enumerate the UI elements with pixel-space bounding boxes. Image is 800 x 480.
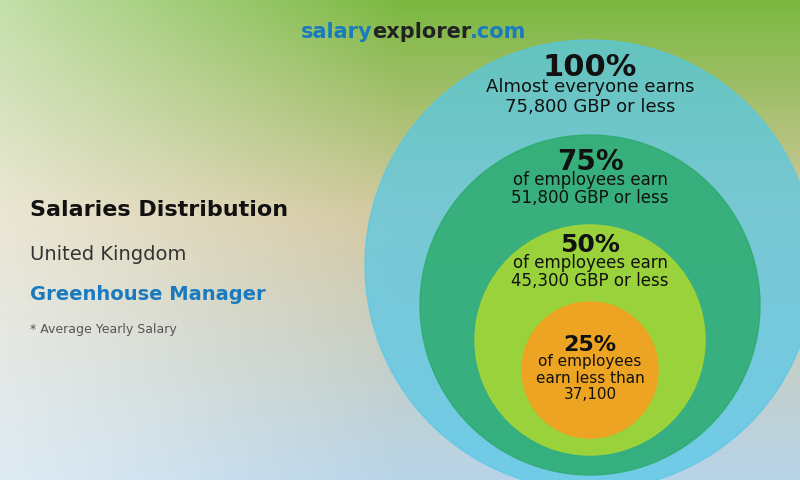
Text: explorer: explorer bbox=[372, 22, 471, 42]
Circle shape bbox=[365, 40, 800, 480]
Text: earn less than: earn less than bbox=[536, 371, 644, 386]
Circle shape bbox=[475, 225, 705, 455]
Text: .com: .com bbox=[470, 22, 526, 42]
Text: of employees earn: of employees earn bbox=[513, 254, 667, 273]
Text: Greenhouse Manager: Greenhouse Manager bbox=[30, 286, 266, 304]
Text: of employees earn: of employees earn bbox=[513, 171, 667, 189]
Text: 25%: 25% bbox=[563, 335, 617, 355]
Text: 37,100: 37,100 bbox=[563, 387, 617, 402]
Text: Almost everyone earns: Almost everyone earns bbox=[486, 79, 694, 96]
Circle shape bbox=[522, 302, 658, 438]
Text: 50%: 50% bbox=[560, 233, 620, 257]
Text: 75%: 75% bbox=[557, 148, 623, 176]
Text: 45,300 GBP or less: 45,300 GBP or less bbox=[511, 273, 669, 290]
Text: salary: salary bbox=[300, 22, 372, 42]
Text: United Kingdom: United Kingdom bbox=[30, 245, 186, 264]
Text: 51,800 GBP or less: 51,800 GBP or less bbox=[511, 189, 669, 207]
Text: * Average Yearly Salary: * Average Yearly Salary bbox=[30, 324, 177, 336]
Text: Salaries Distribution: Salaries Distribution bbox=[30, 200, 288, 220]
Circle shape bbox=[420, 135, 760, 475]
Text: 100%: 100% bbox=[543, 53, 637, 83]
Text: of employees: of employees bbox=[538, 354, 642, 369]
Text: 75,800 GBP or less: 75,800 GBP or less bbox=[505, 98, 675, 116]
